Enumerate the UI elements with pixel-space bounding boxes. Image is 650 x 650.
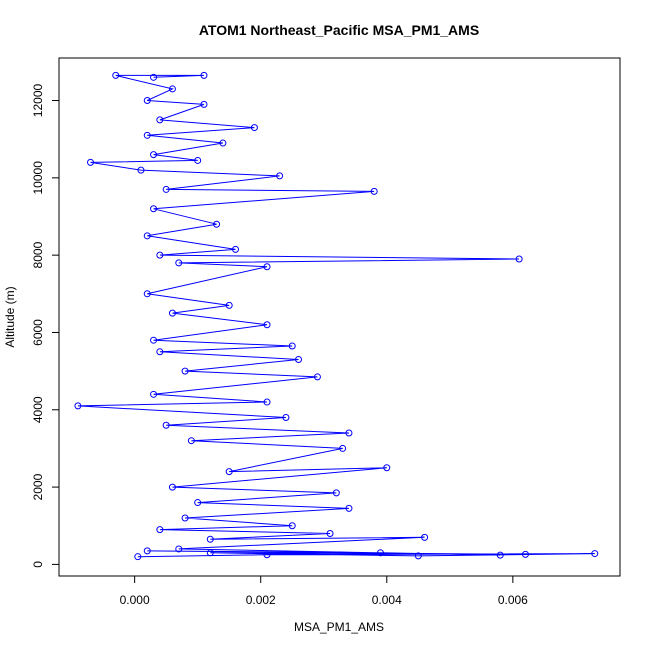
- y-tick-label: 10000: [31, 161, 45, 195]
- data-point: [225, 301, 233, 309]
- x-tick-label: 0.000: [120, 593, 150, 607]
- data-point: [143, 131, 151, 139]
- y-tick-label: 8000: [31, 241, 45, 268]
- data-point: [376, 549, 384, 557]
- data-series: [74, 71, 599, 561]
- data-point: [200, 100, 208, 108]
- x-axis-label: MSA_PM1_AMS: [294, 620, 384, 634]
- data-point: [345, 504, 353, 512]
- data-point: [276, 172, 284, 180]
- data-point: [219, 139, 227, 147]
- data-point: [421, 533, 429, 541]
- data-point: [288, 342, 296, 350]
- data-point: [162, 185, 170, 193]
- data-point: [213, 220, 221, 228]
- x-tick-label: 0.004: [372, 593, 402, 607]
- data-point: [74, 402, 82, 410]
- data-point: [143, 232, 151, 240]
- data-point: [143, 97, 151, 105]
- data-point: [225, 468, 233, 476]
- y-tick-label: 4000: [31, 396, 45, 423]
- data-point: [137, 166, 145, 174]
- data-point: [200, 71, 208, 79]
- data-point: [206, 535, 214, 543]
- series-line: [77, 74, 595, 558]
- data-point: [250, 124, 258, 132]
- data-point: [150, 73, 158, 81]
- data-point: [263, 551, 271, 559]
- data-point: [143, 290, 151, 298]
- data-point: [150, 336, 158, 344]
- data-point: [295, 356, 303, 364]
- data-point: [263, 321, 271, 329]
- y-tick-label: 12000: [31, 83, 45, 117]
- x-axis: 0.000 0.002 0.004 0.006: [120, 575, 528, 607]
- data-point: [496, 551, 504, 559]
- data-point: [181, 367, 189, 375]
- data-point: [521, 550, 529, 558]
- data-point: [194, 499, 202, 507]
- data-point: [231, 245, 239, 253]
- data-point: [181, 514, 189, 522]
- data-point: [282, 414, 290, 422]
- data-point: [187, 437, 195, 445]
- x-tick-label: 0.006: [498, 593, 528, 607]
- data-point: [143, 547, 151, 555]
- data-point: [156, 526, 164, 534]
- data-point: [326, 529, 334, 537]
- data-point: [194, 156, 202, 164]
- data-point: [150, 390, 158, 398]
- data-point: [87, 158, 95, 166]
- data-point: [263, 398, 271, 406]
- y-tick-label: 2000: [31, 473, 45, 500]
- data-point: [156, 116, 164, 124]
- data-point: [591, 550, 599, 558]
- data-point: [156, 348, 164, 356]
- data-point: [339, 444, 347, 452]
- chart-title: ATOM1 Northeast_Pacific MSA_PM1_AMS: [199, 22, 479, 38]
- data-point: [313, 373, 321, 381]
- data-point: [150, 205, 158, 213]
- data-point: [206, 549, 214, 557]
- data-point: [345, 429, 353, 437]
- data-point: [288, 522, 296, 530]
- data-point: [112, 71, 120, 79]
- data-point: [263, 263, 271, 271]
- data-point: [168, 309, 176, 317]
- x-tick-label: 0.002: [246, 593, 276, 607]
- data-point: [168, 85, 176, 93]
- data-point: [332, 489, 340, 497]
- data-point: [175, 545, 183, 553]
- data-point: [168, 483, 176, 491]
- data-point: [515, 255, 523, 263]
- data-point: [370, 187, 378, 195]
- data-point: [383, 464, 391, 472]
- y-tick-label: 0: [31, 561, 45, 568]
- data-point: [134, 553, 142, 561]
- data-point: [156, 251, 164, 259]
- data-point: [414, 552, 422, 560]
- data-point: [150, 151, 158, 159]
- data-point: [162, 421, 170, 429]
- y-axis: 0 2000 4000 6000 8000 10000 12000: [31, 83, 60, 568]
- y-tick-label: 6000: [31, 319, 45, 346]
- y-axis-label: Altitude (m): [3, 286, 17, 347]
- data-point: [175, 259, 183, 267]
